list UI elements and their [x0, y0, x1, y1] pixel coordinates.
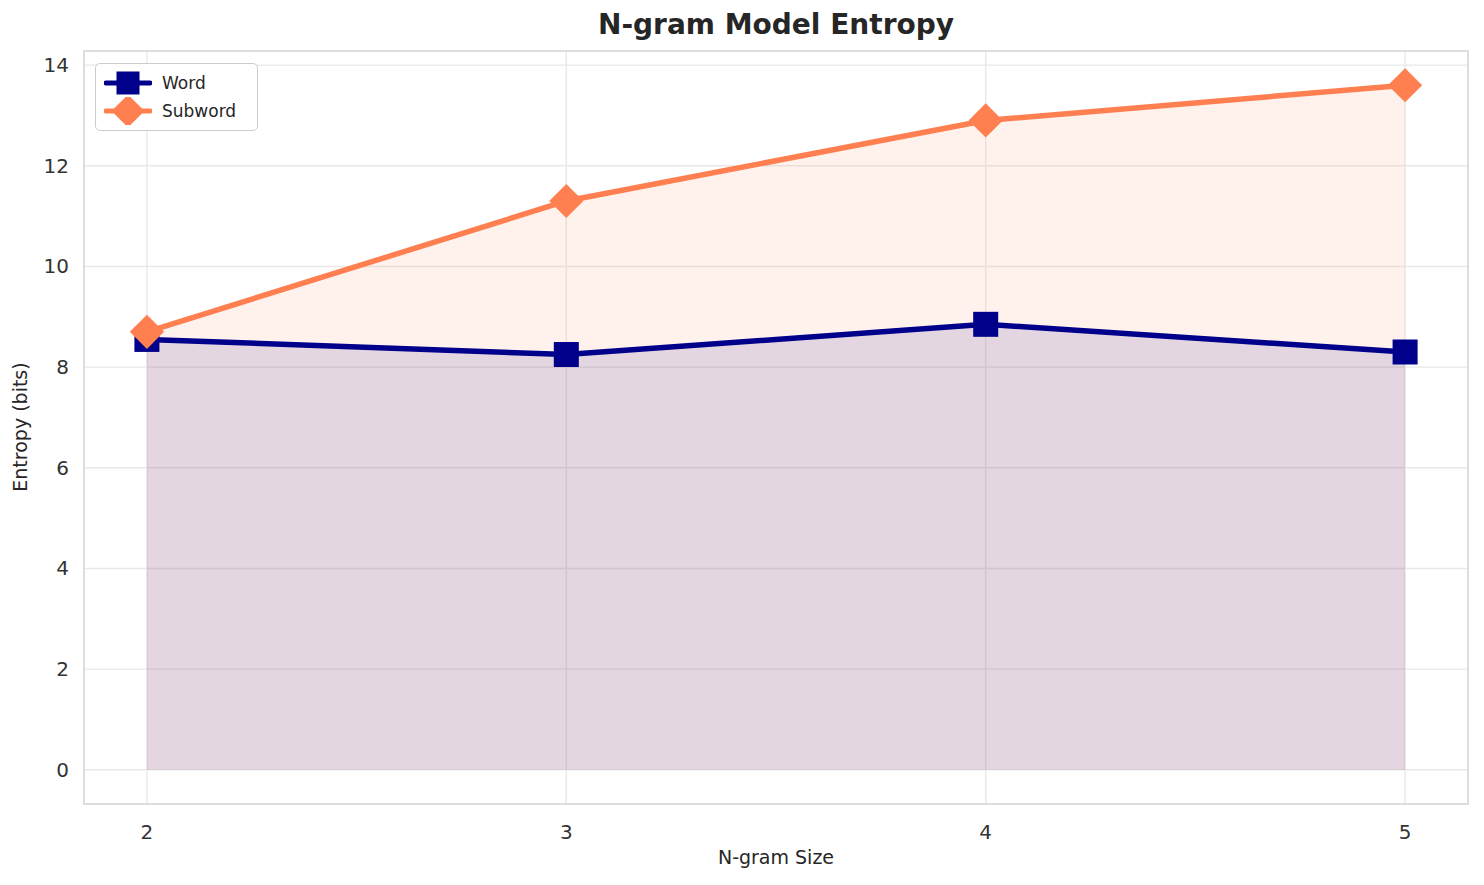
y-tick-label: 2: [56, 657, 69, 681]
y-tick-label: 10: [44, 254, 69, 278]
x-tick-label: 3: [560, 820, 573, 844]
word-marker: [1393, 339, 1418, 364]
y-tick-label: 12: [44, 154, 69, 178]
chart-title: N-gram Model Entropy: [598, 8, 954, 41]
y-tick-label: 4: [56, 556, 69, 580]
y-axis-label: Entropy (bits): [9, 362, 31, 491]
subword-legend-marker: [112, 97, 145, 125]
chart-canvas: 2 3 4 5 0 2 4 6 8 10 12 14: [0, 0, 1484, 885]
word-line-square-marker-icon: [104, 69, 152, 97]
y-tick-label: 0: [56, 758, 69, 782]
word-marker: [973, 312, 998, 337]
y-tick-label: 8: [56, 355, 69, 379]
x-tick-label: 2: [141, 820, 154, 844]
legend-item-word: Word: [104, 69, 245, 97]
legend-item-subword: Subword: [104, 97, 245, 125]
legend-label-word: Word: [162, 75, 206, 92]
legend-label-subword: Subword: [162, 103, 236, 120]
x-axis-label: N-gram Size: [718, 846, 834, 868]
y-tick-label: 6: [56, 456, 69, 480]
word-legend-marker: [117, 72, 140, 95]
x-tick-label: 5: [1399, 820, 1412, 844]
y-tick-label: 14: [44, 53, 69, 77]
legend: Word Subword: [95, 63, 258, 131]
word-marker: [554, 342, 579, 367]
figure: 2 3 4 5 0 2 4 6 8 10 12 14 N-gram Model Entropy N-g…: [0, 0, 1484, 885]
x-tick-label: 4: [979, 820, 992, 844]
subword-line-diamond-marker-icon: [104, 97, 152, 125]
